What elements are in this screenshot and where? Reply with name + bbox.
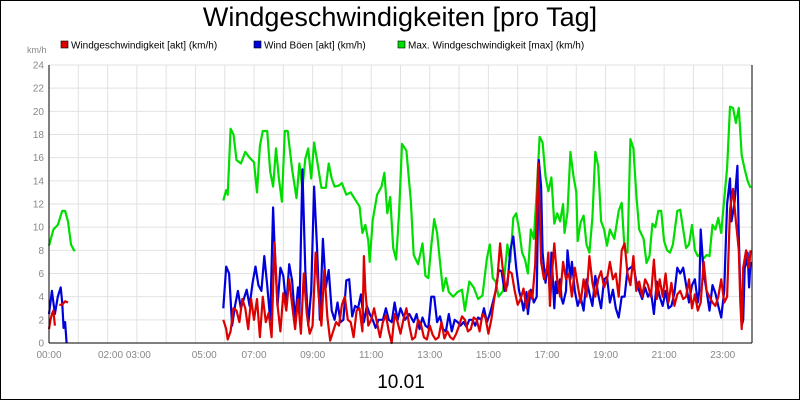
series-line-0	[222, 105, 752, 312]
y-tick-label: 12	[33, 200, 45, 211]
series-line-2	[59, 300, 69, 306]
x-tick-label: 15:00	[476, 350, 501, 361]
legend-label: Max. Windgeschwindigkeit [max] (km/h)	[408, 41, 584, 52]
legend-label: Windgeschwindigkeit [akt] (km/h)	[71, 41, 217, 52]
y-tick-label: 16	[33, 153, 45, 164]
series-line-0	[47, 209, 76, 252]
legend-swatch	[397, 40, 406, 49]
y-tick-label: 8	[38, 246, 44, 257]
x-tick-label: 03:00	[126, 350, 151, 361]
y-tick-label: 10	[33, 223, 45, 234]
x-tick-label: 11:00	[359, 350, 384, 361]
y-tick-label: 4	[38, 292, 44, 303]
x-tick-label: 09:00	[300, 350, 325, 361]
series-line-2	[47, 309, 56, 330]
x-tick-label: 13:00	[417, 350, 442, 361]
x-tick-label: 07:00	[242, 350, 267, 361]
y-tick-label: 2	[38, 315, 44, 326]
x-tick-label: 02:00	[98, 350, 123, 361]
x-tick-label: 17:00	[534, 350, 559, 361]
x-tick-label: 19:00	[593, 350, 618, 361]
x-tick-label: 23:00	[710, 350, 735, 361]
y-axis-unit-label: km/h	[27, 45, 47, 55]
legend-label: Wind Böen [akt] (km/h)	[264, 41, 366, 52]
legend: Windgeschwindigkeit [akt] (km/h) Wind Böe…	[60, 40, 584, 52]
legend-swatch	[253, 40, 262, 49]
series-layer	[47, 105, 752, 345]
y-tick-label: 20	[33, 107, 45, 118]
y-tick-label: 14	[33, 176, 45, 187]
date-label: 10.01	[377, 372, 425, 393]
y-tick-label: 22	[33, 84, 45, 95]
legend-swatch	[60, 40, 69, 49]
y-tick-label: 24	[33, 61, 45, 72]
x-tick-label: 00:00	[36, 350, 61, 361]
series-line-2	[222, 162, 752, 345]
x-tick-label: 21:00	[652, 350, 677, 361]
y-tick-label: 6	[38, 269, 44, 280]
x-tick-label: 05:00	[192, 350, 217, 361]
y-tick-label: 18	[33, 130, 45, 141]
y-tick-label: 0	[38, 339, 44, 350]
series-line-1	[47, 286, 68, 344]
chart-title: Windgeschwindigkeiten [pro Tag]	[202, 2, 598, 32]
